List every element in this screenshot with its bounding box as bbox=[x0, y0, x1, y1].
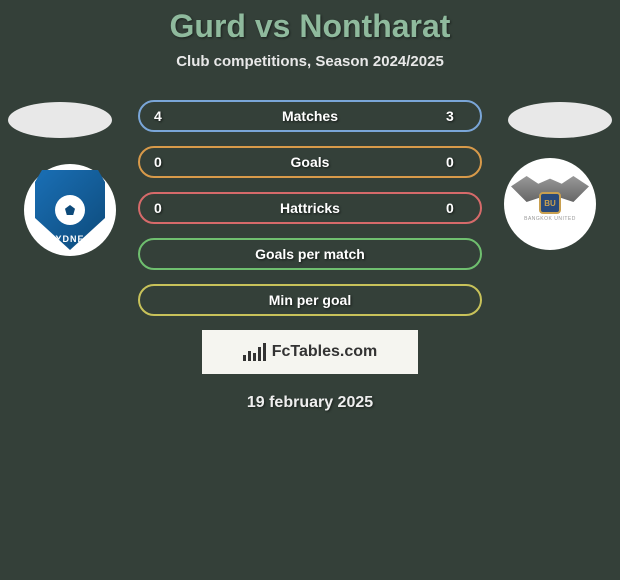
club-logo-left: YDNE bbox=[24, 164, 116, 256]
club-logo-right: BU BANGKOK UNITED bbox=[504, 158, 596, 250]
shield-icon: YDNE bbox=[35, 170, 105, 250]
stat-label: Goals per match bbox=[174, 246, 446, 262]
stat-right-value: 0 bbox=[446, 200, 466, 216]
stat-row-matches: 4 Matches 3 bbox=[138, 100, 482, 132]
player-photo-right bbox=[508, 102, 612, 138]
stats-list: 4 Matches 3 0 Goals 0 0 Hattricks 0 Goal… bbox=[138, 100, 482, 316]
stat-row-goals: 0 Goals 0 bbox=[138, 146, 482, 178]
comparison-content: YDNE BU BANGKOK UNITED 4 Matches 3 0 Goa… bbox=[0, 100, 620, 412]
brand-label: FcTables.com bbox=[272, 343, 378, 361]
stat-right-value: 0 bbox=[446, 154, 466, 170]
club-label-right: BANGKOK UNITED bbox=[524, 216, 576, 222]
subtitle: Club competitions, Season 2024/2025 bbox=[0, 53, 620, 70]
stat-label: Hattricks bbox=[174, 200, 446, 216]
date-label: 19 february 2025 bbox=[0, 394, 620, 412]
stat-left-value: 0 bbox=[154, 200, 174, 216]
wings-badge-icon: BU BANGKOK UNITED bbox=[511, 176, 589, 232]
stat-label: Goals bbox=[174, 154, 446, 170]
player-photo-left bbox=[8, 102, 112, 138]
stat-label: Matches bbox=[174, 108, 446, 124]
stat-label: Min per goal bbox=[174, 292, 446, 308]
brand-attribution[interactable]: FcTables.com bbox=[202, 330, 418, 374]
stat-row-hattricks: 0 Hattricks 0 bbox=[138, 192, 482, 224]
stat-left-value: 4 bbox=[154, 108, 174, 124]
page-title: Gurd vs Nontharat bbox=[0, 0, 620, 45]
stat-left-value: 0 bbox=[154, 154, 174, 170]
stat-row-mpg: Min per goal bbox=[138, 284, 482, 316]
club-badge-right: BU bbox=[539, 192, 561, 214]
stat-row-gpm: Goals per match bbox=[138, 238, 482, 270]
club-label-left: YDNE bbox=[55, 234, 84, 244]
stat-right-value: 3 bbox=[446, 108, 466, 124]
soccer-ball-icon bbox=[55, 195, 85, 225]
bar-chart-icon bbox=[243, 343, 266, 361]
